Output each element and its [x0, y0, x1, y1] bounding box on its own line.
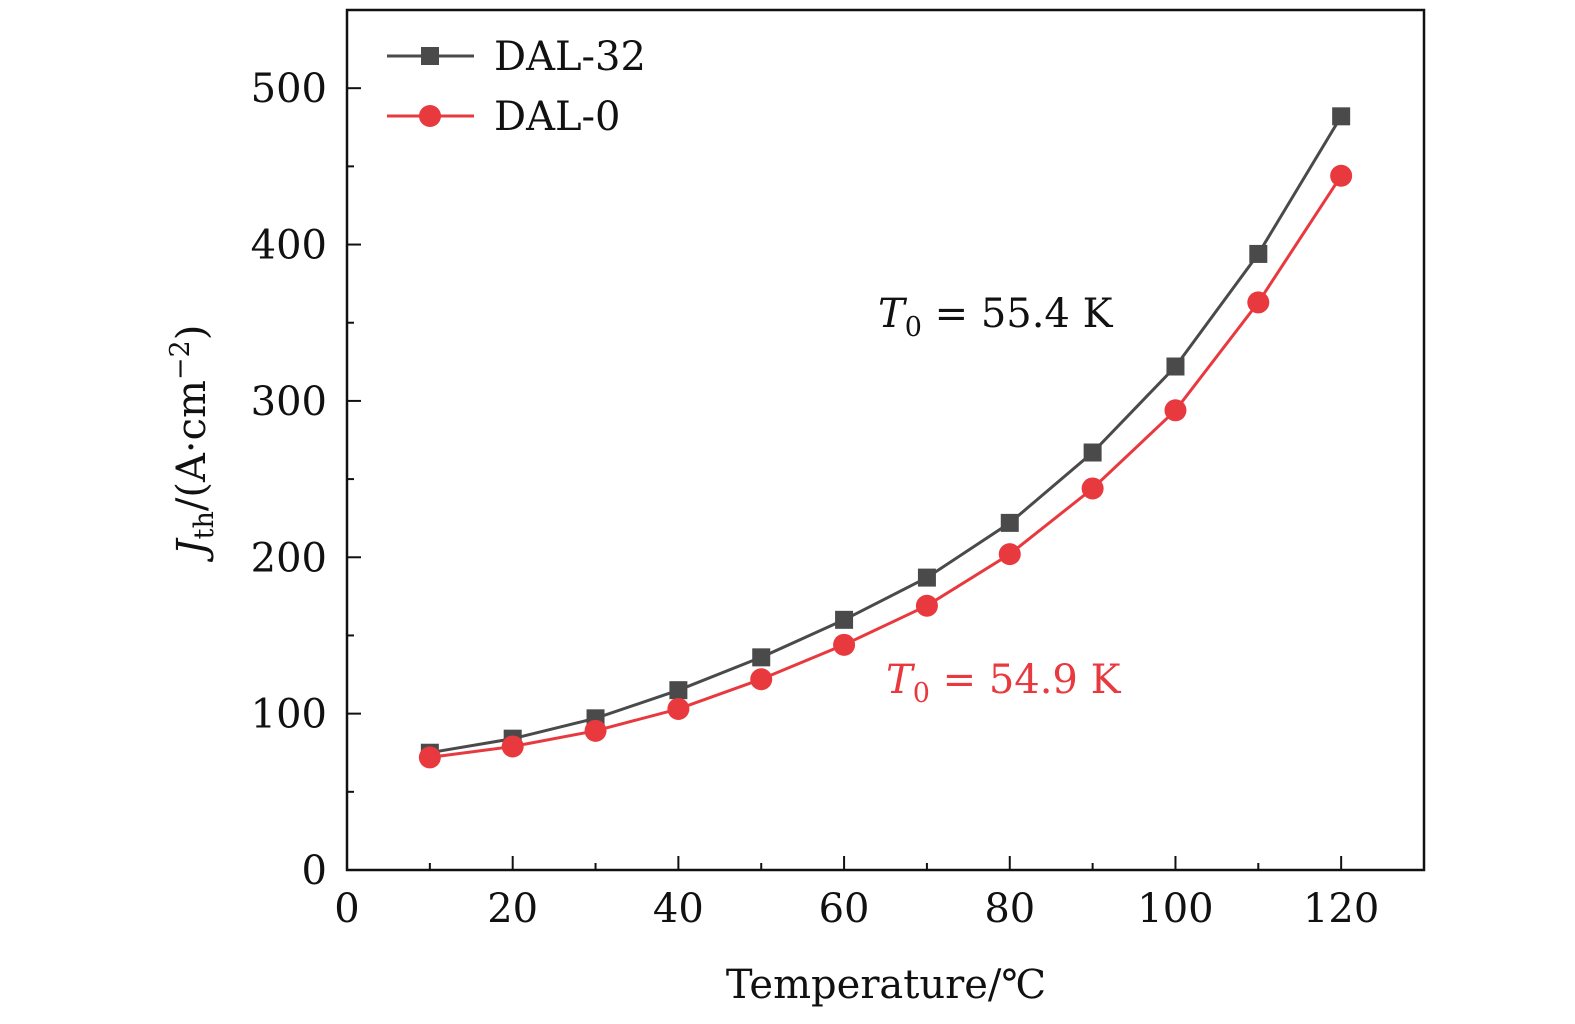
- x-axis-title: Temperature/℃: [726, 962, 1046, 1008]
- series-line-dal-0: [429, 174, 1343, 759]
- y-axis-unit-suffix: ): [169, 325, 215, 341]
- annotation-dal-32-subscript: 0: [905, 312, 922, 343]
- series-line-dal-32: [429, 115, 1343, 755]
- legend: DAL-32 DAL-0: [387, 34, 646, 140]
- data-point-dal-0: [915, 594, 938, 617]
- series-dal-0: [418, 164, 1353, 769]
- y-axis-subscript: th: [189, 511, 220, 539]
- data-point-dal-32: [1249, 244, 1268, 263]
- data-point-dal-32: [917, 568, 936, 587]
- series-layer: [418, 107, 1353, 769]
- data-point-dal-32: [1166, 357, 1185, 376]
- data-point-dal-32: [835, 610, 854, 629]
- data-point-dal-0: [998, 543, 1021, 566]
- y-tick-label: 500: [251, 66, 327, 112]
- legend-marker-dal-0: [419, 105, 441, 127]
- y-axis-title: Jth/(A·cm−2): [165, 325, 220, 563]
- annotation-dal-32-value: = 55.4 K: [922, 291, 1114, 337]
- data-point-dal-32: [1083, 443, 1102, 462]
- data-point-dal-0: [1247, 291, 1270, 314]
- y-tick-label: 200: [251, 535, 327, 581]
- data-point-dal-32: [669, 681, 688, 700]
- data-point-dal-32: [1000, 513, 1019, 532]
- x-tick-label: 0: [334, 886, 359, 932]
- annotation-t0-dal-0: T0 = 54.9 K: [886, 657, 1122, 709]
- data-point-dal-0: [501, 735, 524, 758]
- annotation-dal-0-value: = 54.9 K: [930, 657, 1122, 703]
- y-axis-symbol: J: [169, 537, 215, 562]
- y-tick-label: 100: [251, 692, 327, 738]
- plot-frame: [345, 8, 1426, 872]
- y-tick-label: 400: [251, 223, 327, 269]
- data-point-dal-0: [1330, 164, 1353, 187]
- legend-marker-dal-32: [421, 47, 439, 65]
- data-point-dal-0: [750, 668, 773, 691]
- data-point-dal-0: [667, 697, 690, 720]
- annotation-dal-0-symbol: T: [886, 657, 916, 703]
- data-point-dal-0: [833, 633, 856, 656]
- x-tick-label: 40: [653, 886, 704, 932]
- x-tick-label: 80: [984, 886, 1035, 932]
- series-dal-32: [420, 107, 1351, 762]
- x-tick-label: 120: [1303, 886, 1379, 932]
- y-tick-label: 300: [251, 379, 327, 425]
- annotation-dal-0-subscript: 0: [913, 678, 930, 709]
- x-tick-label: 100: [1137, 886, 1213, 932]
- data-point-dal-0: [1081, 477, 1104, 500]
- y-axis-unit-prefix: /(A·cm: [169, 380, 215, 511]
- x-tick-label: 20: [487, 886, 538, 932]
- x-tick-label: 60: [819, 886, 870, 932]
- data-point-dal-0: [584, 719, 607, 742]
- data-point-dal-32: [752, 648, 771, 667]
- y-axis-unit-exponent: −2: [165, 340, 196, 380]
- data-point-dal-0: [1164, 399, 1187, 422]
- data-point-dal-0: [418, 746, 441, 769]
- axes: 0 20 40 60 80 100 120 0 100 200 300 400 500: [251, 8, 1426, 932]
- legend-label-dal-0: DAL-0: [494, 94, 620, 140]
- annotation-t0-dal-32: T0 = 55.4 K: [878, 291, 1114, 343]
- annotation-dal-32-symbol: T: [878, 291, 908, 337]
- data-point-dal-32: [1332, 107, 1351, 126]
- legend-label-dal-32: DAL-32: [494, 34, 646, 80]
- y-tick-label: 0: [302, 848, 327, 894]
